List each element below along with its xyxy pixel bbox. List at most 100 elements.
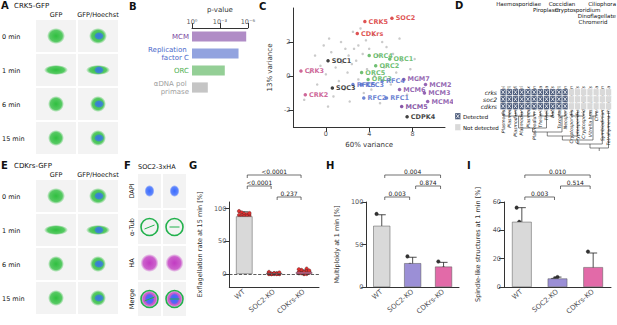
svg-text:DAPI: DAPI — [128, 183, 136, 198]
svg-text:MCM7: MCM7 — [408, 75, 430, 83]
svg-text:p-value: p-value — [207, 6, 233, 14]
svg-text:Plasmodium knowlesi: Plasmodium knowlesi — [519, 85, 524, 135]
svg-text:Plasmodium falciparum: Plasmodium falciparum — [532, 85, 537, 140]
svg-text:Neospora caninum: Neospora caninum — [563, 85, 568, 129]
svg-text:6 min: 6 min — [2, 101, 20, 109]
svg-text:10⁻⁶: 10⁻⁶ — [241, 18, 256, 26]
svg-text:αDNA pol: αDNA pol — [154, 80, 189, 88]
svg-text:0.874: 0.874 — [420, 179, 437, 186]
svg-text:0.003: 0.003 — [531, 190, 548, 197]
svg-text:ORC: ORC — [174, 67, 189, 75]
svg-text:WT: WT — [371, 287, 385, 301]
svg-text:ORC4: ORC4 — [373, 52, 393, 60]
svg-text:cdkrs: cdkrs — [481, 103, 497, 110]
svg-text:crks: crks — [485, 89, 497, 96]
svg-text:SOC3: SOC3 — [336, 84, 356, 92]
svg-text:0.237: 0.237 — [281, 190, 298, 197]
svg-text:Theileria annulata: Theileria annulata — [538, 86, 543, 128]
svg-text:primase: primase — [161, 88, 189, 96]
svg-text:10⁻³: 10⁻³ — [213, 18, 228, 26]
svg-text:Cryptosporidium: Cryptosporidium — [555, 7, 601, 14]
svg-text:Cryptosporidium hominis: Cryptosporidium hominis — [575, 85, 580, 143]
svg-text:15 min: 15 min — [2, 135, 25, 143]
svg-text:H: H — [326, 160, 334, 171]
svg-text:Symbiodinium minutum: Symbiodinium minutum — [600, 85, 605, 141]
svg-text:Coccidian: Coccidian — [549, 1, 576, 7]
svg-text:0.514: 0.514 — [567, 179, 584, 186]
svg-text:4: 4 — [367, 130, 371, 138]
svg-text:Plasmodium vivax: Plasmodium vivax — [526, 86, 531, 128]
svg-text:0 min: 0 min — [2, 193, 20, 201]
svg-text:D: D — [455, 0, 463, 11]
svg-text:HA: HA — [128, 258, 136, 268]
svg-text:13% variance: 13% variance — [266, 44, 274, 92]
svg-text:MCM4: MCM4 — [431, 98, 453, 106]
svg-text:Detected: Detected — [463, 114, 488, 120]
svg-text:-2: -2 — [284, 106, 290, 114]
svg-text:SOC2-KO: SOC2-KO — [386, 288, 416, 315]
svg-text:1 min: 1 min — [2, 227, 20, 235]
svg-text:MCM: MCM — [172, 33, 189, 41]
svg-text:CDKrs-KO: CDKrs-KO — [276, 288, 307, 316]
svg-text:0: 0 — [286, 72, 290, 80]
svg-text:Dinoflagellate: Dinoflagellate — [578, 13, 617, 20]
svg-text:0.004: 0.004 — [404, 168, 421, 175]
svg-text:C: C — [259, 1, 266, 12]
svg-text:F: F — [124, 160, 131, 171]
svg-text:2: 2 — [286, 38, 290, 46]
svg-text:20: 20 — [493, 255, 501, 263]
svg-text:SOC2-KO: SOC2-KO — [247, 288, 277, 315]
svg-text:0: 0 — [324, 130, 328, 138]
svg-text:Theileria parva: Theileria parva — [544, 86, 549, 121]
svg-text:CDPK4: CDPK4 — [411, 113, 436, 121]
svg-text:G: G — [189, 160, 197, 171]
svg-text:Cryptosporidium parvum: Cryptosporidium parvum — [569, 85, 574, 143]
svg-text:CDKrs-GFP: CDKrs-GFP — [14, 162, 52, 170]
svg-text:CRK5-GFP: CRK5-GFP — [14, 2, 49, 10]
svg-text:Exflagellation rate at 15 min: Exflagellation rate at 15 min [%] — [196, 191, 204, 297]
svg-text:CDKrs-KO: CDKrs-KO — [565, 288, 596, 316]
svg-text:0: 0 — [497, 283, 501, 291]
svg-text:Merge: Merge — [128, 289, 136, 309]
svg-text:1 min: 1 min — [2, 67, 20, 75]
svg-text:SOC1: SOC1 — [332, 57, 352, 65]
svg-text:CRK5: CRK5 — [369, 18, 389, 26]
svg-text:Haemosporidiae: Haemosporidiae — [496, 1, 542, 8]
svg-text:8: 8 — [410, 130, 414, 138]
svg-text:Tetrahymena thermophila: Tetrahymena thermophila — [606, 86, 611, 146]
svg-text:CRK2: CRK2 — [309, 91, 328, 99]
svg-text:CDKrs: CDKrs — [361, 30, 383, 38]
svg-text:WT: WT — [511, 287, 525, 301]
svg-text:40: 40 — [493, 226, 501, 234]
svg-text:50: 50 — [218, 237, 226, 245]
svg-text:60: 60 — [493, 198, 501, 206]
svg-text:100: 100 — [214, 205, 226, 213]
svg-text:GFP/Hoechst: GFP/Hoechst — [77, 11, 119, 19]
svg-text:Vitrella brassicaformis: Vitrella brassicaformis — [588, 85, 593, 137]
svg-text:10⁰: 10⁰ — [187, 18, 198, 26]
svg-text:soc2: soc2 — [483, 96, 497, 103]
svg-text:Plasmodium berghei: Plasmodium berghei — [501, 85, 506, 133]
svg-text:SOC2-3xHA: SOC2-3xHA — [138, 163, 176, 171]
svg-text:50: 50 — [355, 241, 363, 249]
svg-text:Babesia bovis: Babesia bovis — [550, 85, 555, 117]
svg-text:Piroplasm: Piroplasm — [533, 7, 560, 14]
svg-text:A: A — [1, 0, 9, 11]
svg-text:60% variance: 60% variance — [345, 141, 393, 149]
svg-text:Spindle-like structures at 1 m: Spindle-like structures at 1 min [%] — [474, 187, 482, 302]
svg-text:0: 0 — [359, 283, 363, 291]
svg-text:MCM2: MCM2 — [429, 81, 451, 89]
svg-text:SOC2: SOC2 — [396, 14, 416, 22]
svg-text:E: E — [1, 160, 8, 171]
svg-text:RFC1: RFC1 — [390, 94, 409, 102]
svg-text:MCM5: MCM5 — [405, 103, 428, 111]
svg-text:Chromera velia: Chromera velia — [594, 86, 599, 121]
svg-text:100: 100 — [351, 198, 363, 206]
svg-text:Multiploidy at 1 min [%]: Multiploidy at 1 min [%] — [333, 205, 341, 283]
svg-text:Plasmodium chabaudi: Plasmodium chabaudi — [513, 85, 518, 136]
svg-text:0.003: 0.003 — [389, 190, 406, 197]
svg-text:RFC4: RFC4 — [386, 77, 405, 85]
svg-text:<0.0001: <0.0001 — [261, 168, 287, 175]
svg-text:RFC3: RFC3 — [365, 81, 384, 89]
svg-text:Chromerid: Chromerid — [579, 19, 608, 25]
